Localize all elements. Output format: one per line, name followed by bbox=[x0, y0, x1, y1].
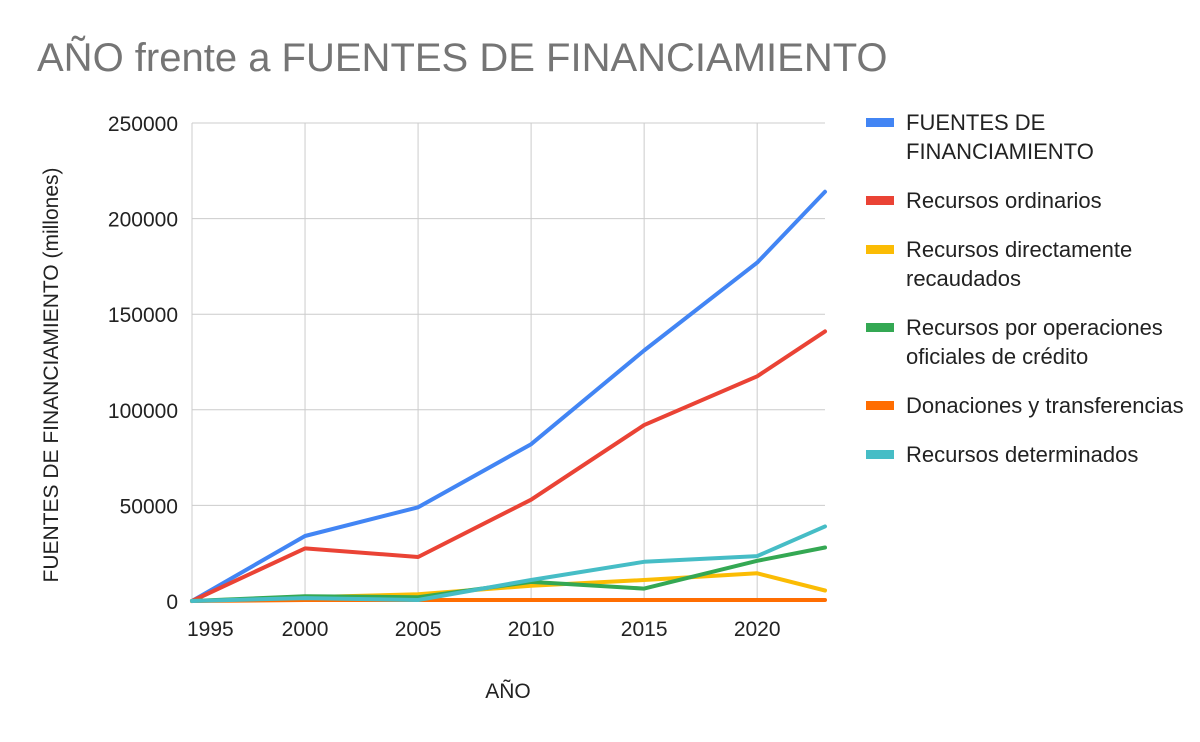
legend-label: Recursos determinados bbox=[906, 442, 1139, 467]
legend-swatch bbox=[866, 245, 894, 254]
legend-item[interactable]: Recursos ordinarios bbox=[866, 186, 1186, 215]
x-tick-label: 2010 bbox=[508, 618, 555, 641]
y-tick-label: 50000 bbox=[120, 495, 178, 518]
legend-swatch bbox=[866, 450, 894, 459]
y-tick-label: 150000 bbox=[108, 304, 178, 327]
chart-title: AÑO frente a FUENTES DE FINANCIAMIENTO bbox=[37, 36, 888, 80]
x-tick-label: 2005 bbox=[395, 618, 442, 641]
series-line-1 bbox=[190, 189, 827, 603]
legend-item[interactable]: FUENTES DE FINANCIAMIENTO bbox=[866, 108, 1186, 166]
series-line-2 bbox=[190, 329, 827, 603]
y-tick-label: 0 bbox=[166, 591, 178, 614]
y-tick-label: 200000 bbox=[108, 209, 178, 232]
x-tick-label: 2015 bbox=[621, 618, 668, 641]
legend: FUENTES DE FINANCIAMIENTO Recursos ordina… bbox=[866, 108, 1186, 489]
legend-label: Recursos directamente recaudados bbox=[906, 237, 1133, 291]
x-tick-label: 2000 bbox=[282, 618, 329, 641]
y-tick-label: 250000 bbox=[108, 113, 178, 136]
legend-item[interactable]: Donaciones y transferencias bbox=[866, 391, 1186, 420]
legend-label: Donaciones y transferencias bbox=[906, 393, 1184, 418]
series-line-6 bbox=[190, 524, 827, 603]
legend-swatch bbox=[866, 196, 894, 205]
gridlines bbox=[191, 122, 825, 602]
legend-swatch bbox=[866, 118, 894, 127]
y-axis-label: FUENTES DE FINANCIAMIENTO (millones) bbox=[40, 168, 63, 583]
legend-swatch bbox=[866, 401, 894, 410]
legend-item[interactable]: Recursos por operaciones oficiales de cr… bbox=[866, 313, 1186, 371]
legend-item[interactable]: Recursos directamente recaudados bbox=[866, 235, 1186, 293]
x-axis-label: AÑO bbox=[485, 679, 531, 703]
legend-label: Recursos por operaciones oficiales de cr… bbox=[906, 315, 1163, 369]
y-tick-label: 100000 bbox=[108, 400, 178, 423]
series-lines bbox=[190, 189, 827, 603]
x-tick-label: 2020 bbox=[734, 618, 781, 641]
x-tick-label: 1995 bbox=[187, 618, 234, 641]
legend-label: FUENTES DE FINANCIAMIENTO bbox=[906, 110, 1094, 164]
legend-label: Recursos ordinarios bbox=[906, 188, 1102, 213]
y-tick-labels: 0 50000 100000 150000 200000 250000 bbox=[108, 113, 178, 614]
legend-swatch bbox=[866, 323, 894, 332]
x-tick-labels: 1995 2000 2005 2010 2015 2020 bbox=[187, 618, 781, 641]
legend-item[interactable]: Recursos determinados bbox=[866, 440, 1186, 469]
